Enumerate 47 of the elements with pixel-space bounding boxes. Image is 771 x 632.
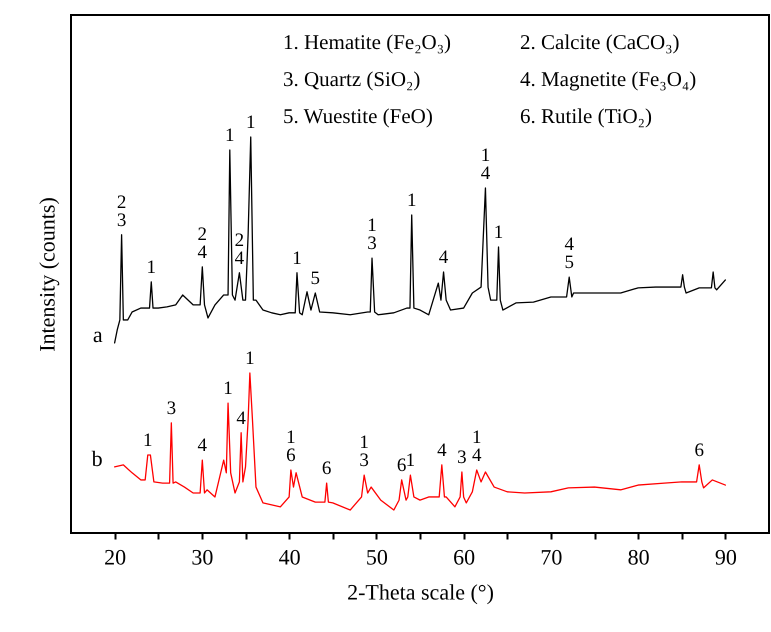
- x-tick-label: 40: [278, 544, 301, 570]
- annotation: 1 4: [480, 145, 491, 184]
- annotation: 4: [438, 247, 449, 268]
- annotation: 5: [310, 268, 320, 290]
- annotation: 1: [245, 348, 255, 370]
- y-axis-title: Intensity (counts): [34, 197, 60, 352]
- annotation: 2 4: [234, 230, 245, 269]
- annotation: 1: [406, 190, 416, 211]
- text: 1. Hematite (Fe₂O₃): [283, 30, 452, 54]
- text: 5. Wuestite (FeO): [283, 104, 433, 128]
- annotation: 4: [198, 435, 208, 456]
- annotation: 3: [457, 447, 467, 468]
- annotation: 2 3: [116, 192, 126, 231]
- annotation: 4: [236, 408, 246, 429]
- annotation: 1 3: [359, 432, 369, 472]
- x-axis-title: 2-Theta scale (°): [347, 580, 494, 604]
- annotation: 1 3: [367, 215, 377, 254]
- series-label: a: [92, 322, 103, 347]
- annotation: 1: [225, 125, 235, 146]
- annotation: 1: [494, 222, 504, 244]
- text: 6. Rutile (TiO₂): [520, 104, 652, 128]
- x-tick-label: 80: [628, 544, 650, 570]
- annotation: 2 4: [198, 224, 208, 263]
- annotation: 1: [406, 450, 416, 472]
- annotation: 1 4: [472, 427, 482, 466]
- x-tick-label: 70: [540, 544, 562, 570]
- annotation: 1: [146, 256, 156, 278]
- annotation: 6: [396, 454, 406, 476]
- text: 4. Magnetite (Fe₃O₄): [520, 67, 696, 91]
- x-tick-label: 20: [104, 544, 126, 570]
- annotation: 4: [437, 440, 448, 461]
- text: 3. Quartz (SiO₂): [283, 67, 420, 91]
- text: 2. Calcite (CaCO₃): [520, 30, 680, 54]
- annotation: 6: [322, 458, 332, 480]
- annotation: 1: [143, 430, 153, 451]
- annotation: 3: [166, 398, 176, 419]
- x-tick-label: 30: [191, 544, 214, 570]
- annotation: 4 5: [564, 234, 574, 274]
- annotation: 1: [292, 248, 302, 269]
- series-label: b: [92, 446, 103, 471]
- annotation: 1: [223, 378, 233, 400]
- annotation: 1 6: [286, 427, 296, 466]
- annotation: 1: [246, 112, 256, 133]
- x-tick-label: 60: [453, 544, 476, 570]
- x-tick-label: 90: [714, 544, 737, 570]
- annotation: 6: [694, 440, 704, 461]
- x-tick-label: 50: [366, 544, 388, 570]
